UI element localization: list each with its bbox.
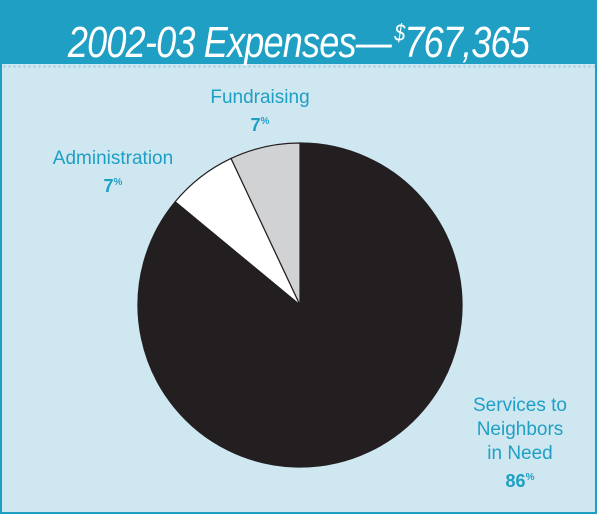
label-administration: Administration 7% bbox=[28, 147, 198, 198]
label-administration-value: 7% bbox=[28, 171, 198, 198]
dotted-divider bbox=[2, 64, 595, 70]
fundraising-value: 7 bbox=[250, 115, 261, 135]
title-bar: 2002-03 Expenses— $767,365 bbox=[2, 2, 595, 67]
administration-value: 7 bbox=[103, 176, 114, 196]
pie-slice-fundraising bbox=[230, 142, 301, 306]
title-amount: 767,365 bbox=[404, 18, 530, 67]
services-unit: % bbox=[525, 472, 535, 483]
chart-title: 2002-03 Expenses— $767,365 bbox=[55, 9, 541, 68]
label-administration-name: Administration bbox=[52, 148, 174, 169]
label-services: Services to Neighbors in Need 86% bbox=[460, 394, 580, 493]
label-services-line3: in Need bbox=[487, 443, 553, 464]
title-currency-symbol: $ bbox=[394, 20, 405, 47]
services-value: 86 bbox=[505, 471, 526, 491]
administration-unit: % bbox=[113, 177, 123, 188]
label-fundraising: Fundraising 7% bbox=[190, 86, 330, 137]
label-services-line1: Services to bbox=[473, 395, 567, 416]
label-services-line2: Neighbors bbox=[476, 419, 564, 440]
label-fundraising-name: Fundraising bbox=[210, 87, 310, 108]
label-fundraising-value: 7% bbox=[190, 110, 330, 137]
title-prefix: 2002-03 Expenses— bbox=[67, 18, 392, 67]
label-services-value: 86% bbox=[460, 466, 580, 493]
fundraising-unit: % bbox=[260, 116, 270, 127]
